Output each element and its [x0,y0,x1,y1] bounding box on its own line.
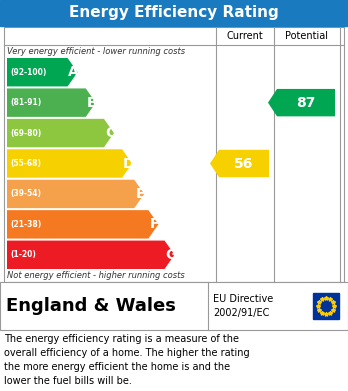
Text: E: E [135,187,145,201]
Text: (92-100): (92-100) [10,68,46,77]
Bar [0,282,348,330]
Text: G: G [165,248,176,262]
Bar [0,0,348,26]
Text: C: C [105,126,115,140]
Polygon shape [7,58,78,86]
Text: Potential: Potential [285,31,329,41]
Polygon shape [7,180,144,208]
Text: (81-91): (81-91) [10,98,41,107]
Polygon shape [7,119,114,147]
Text: 87: 87 [296,96,316,109]
Text: The energy efficiency rating is a measure of the
overall efficiency of a home. T: The energy efficiency rating is a measur… [4,334,250,386]
Text: (69-80): (69-80) [10,129,41,138]
Polygon shape [268,89,335,117]
Polygon shape [7,149,132,178]
Text: F: F [150,217,159,231]
Text: 56: 56 [234,156,254,170]
Text: England & Wales: England & Wales [6,297,176,315]
Text: EU Directive
2002/91/EC: EU Directive 2002/91/EC [213,294,273,318]
Text: A: A [68,65,79,79]
Polygon shape [7,240,175,269]
Bar [4,27,344,282]
Bar [313,293,339,319]
Text: Current: Current [227,31,263,41]
Text: (21-38): (21-38) [10,220,41,229]
Polygon shape [7,210,158,239]
Text: (55-68): (55-68) [10,159,41,168]
Polygon shape [210,150,269,177]
Text: (1-20): (1-20) [10,250,36,259]
Text: Not energy efficient - higher running costs: Not energy efficient - higher running co… [7,271,185,280]
Text: Very energy efficient - lower running costs: Very energy efficient - lower running co… [7,47,185,56]
Text: B: B [86,96,97,109]
Polygon shape [7,88,96,117]
Text: Energy Efficiency Rating: Energy Efficiency Rating [69,5,279,20]
Text: (39-54): (39-54) [10,189,41,198]
Text: D: D [122,156,134,170]
